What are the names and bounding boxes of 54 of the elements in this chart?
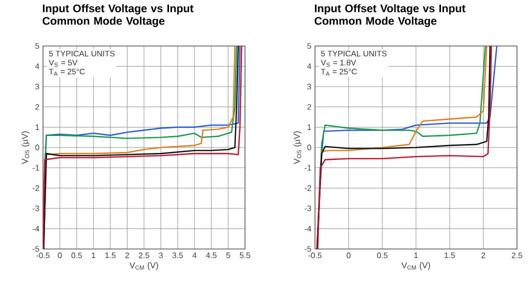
annotation: V$_{S}$ = 5V <box>48 60 78 67</box>
x-tick-label: -0.5 <box>36 252 50 258</box>
y-tick-label: 1 <box>36 124 40 130</box>
y-tick-label: -2 <box>32 185 40 191</box>
y-tick-label: 2 <box>35 104 40 110</box>
chart-title: Input Offset Voltage vs Input Common Mode Voltage <box>314 4 466 28</box>
annotation: V$_{S}$ = 1.8V <box>320 60 356 67</box>
y-tick-label: -1 <box>304 165 312 171</box>
x-axis-title: V$_{CM}$ (V) <box>129 262 158 270</box>
x-tick-label: 0 <box>58 252 62 258</box>
annotation: 5 TYPICAL UNITS <box>49 50 115 56</box>
x-tick-label: 2.5 <box>138 252 150 258</box>
x-tick-label: 2 <box>482 252 486 258</box>
y-tick-label: -3 <box>32 206 40 212</box>
y-tick-label: 0 <box>307 144 312 150</box>
y-tick-label: -3 <box>304 206 312 212</box>
y-tick-label: -1 <box>32 165 40 171</box>
y-tick-label: 3 <box>307 84 312 90</box>
y-tick-label: -5 <box>304 246 312 252</box>
annotation: T$_{A}$ = 25°C <box>320 68 357 76</box>
x-tick-label: 2.5 <box>512 252 522 258</box>
x-tick-label: 3 <box>158 252 163 258</box>
y-axis-title: V$_{OS}$ (μV) <box>294 131 302 164</box>
x-tick-label: -0.5 <box>308 252 322 258</box>
y-tick-label: 0 <box>35 144 40 150</box>
x-tick-label: 3.5 <box>172 252 183 258</box>
x-tick-label: 4 <box>192 252 196 258</box>
y-tick-label: -5 <box>32 246 40 252</box>
x-tick-label: 0 <box>346 252 351 258</box>
x-tick-label: 1.5 <box>444 252 455 258</box>
y-tick-label: 5 <box>35 43 40 49</box>
x-tick-label: 1 <box>92 252 96 258</box>
x-axis-title: V$_{CM}$ (V) <box>401 262 430 270</box>
x-tick-label: 5 <box>226 252 230 258</box>
y-axis-title: V$_{OS}$ (μV) <box>22 131 30 164</box>
y-tick-label: 3 <box>35 84 40 90</box>
y-tick-label: 1 <box>308 124 312 130</box>
annotation: 5 TYPICAL UNITS <box>321 50 387 56</box>
x-tick-label: 5.5 <box>240 252 250 258</box>
x-tick-label: 0.5 <box>377 252 388 258</box>
x-tick-label: 2 <box>125 252 129 258</box>
y-tick-label: -4 <box>304 226 312 232</box>
x-tick-label: 1.5 <box>105 252 116 258</box>
x-tick-label: 0.5 <box>71 252 82 258</box>
y-tick-label: 2 <box>307 104 312 110</box>
chart-title: Input Offset Voltage vs Input Common Mode Voltage <box>42 4 194 28</box>
y-tick-label: 5 <box>307 43 312 49</box>
y-tick-label: -2 <box>304 185 312 191</box>
annotation: T$_{A}$ = 25°C <box>48 68 85 76</box>
y-tick-label: -4 <box>32 226 40 232</box>
y-tick-label: 4 <box>307 64 312 70</box>
x-tick-label: 4.5 <box>206 252 217 258</box>
y-tick-label: 4 <box>35 64 40 70</box>
x-tick-label: 1 <box>414 252 418 258</box>
